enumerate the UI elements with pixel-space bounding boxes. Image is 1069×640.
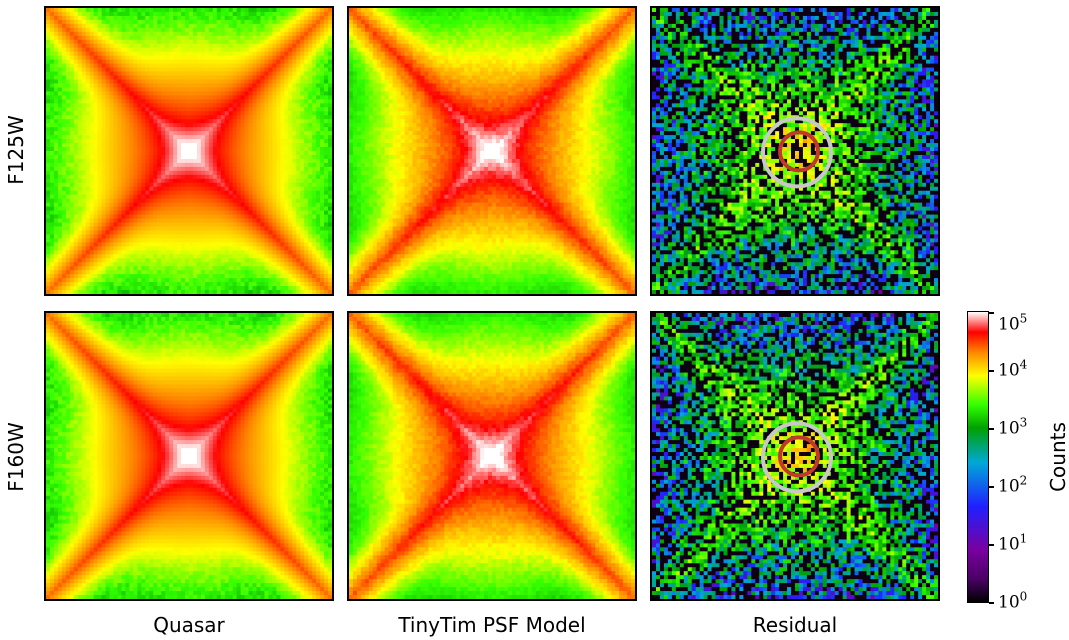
colorbar-tick-label: 103 xyxy=(998,415,1027,438)
panel-f160w-residual xyxy=(650,311,940,601)
colorbar-tick-label: 102 xyxy=(998,473,1027,496)
row-label-f125w: F125W xyxy=(4,115,28,184)
col-label-quasar: Quasar xyxy=(153,613,225,637)
panel-f125w-quasar xyxy=(44,6,334,296)
row-label-f160w: F160W xyxy=(4,422,28,491)
colorbar-tick xyxy=(989,312,994,314)
colorbar-tick xyxy=(989,486,994,488)
col-label-psf-model: TinyTim PSF Model xyxy=(398,613,585,637)
colorbar-tick xyxy=(989,544,994,546)
colorbar-tick-label: 104 xyxy=(998,357,1027,380)
colorbar-tick xyxy=(989,370,994,372)
col-label-residual: Residual xyxy=(753,613,837,637)
colorbar-tick-label: 105 xyxy=(998,311,1027,334)
panel-f160w-psf-model xyxy=(347,311,637,601)
outer-aperture-circle xyxy=(761,116,833,189)
panel-f160w-quasar xyxy=(44,311,334,601)
inner-aperture-circle xyxy=(778,130,820,173)
colorbar-title: Counts xyxy=(1046,422,1069,492)
colorbar-tick xyxy=(989,602,994,604)
outer-aperture-circle xyxy=(761,421,833,494)
panel-f125w-residual xyxy=(650,6,940,296)
panel-f125w-psf-model xyxy=(347,6,637,296)
inner-aperture-circle xyxy=(778,435,820,478)
colorbar-tick xyxy=(989,428,994,430)
colorbar-tick-label: 101 xyxy=(998,531,1027,554)
colorbar xyxy=(967,311,989,603)
colorbar-tick-label: 100 xyxy=(998,589,1027,612)
